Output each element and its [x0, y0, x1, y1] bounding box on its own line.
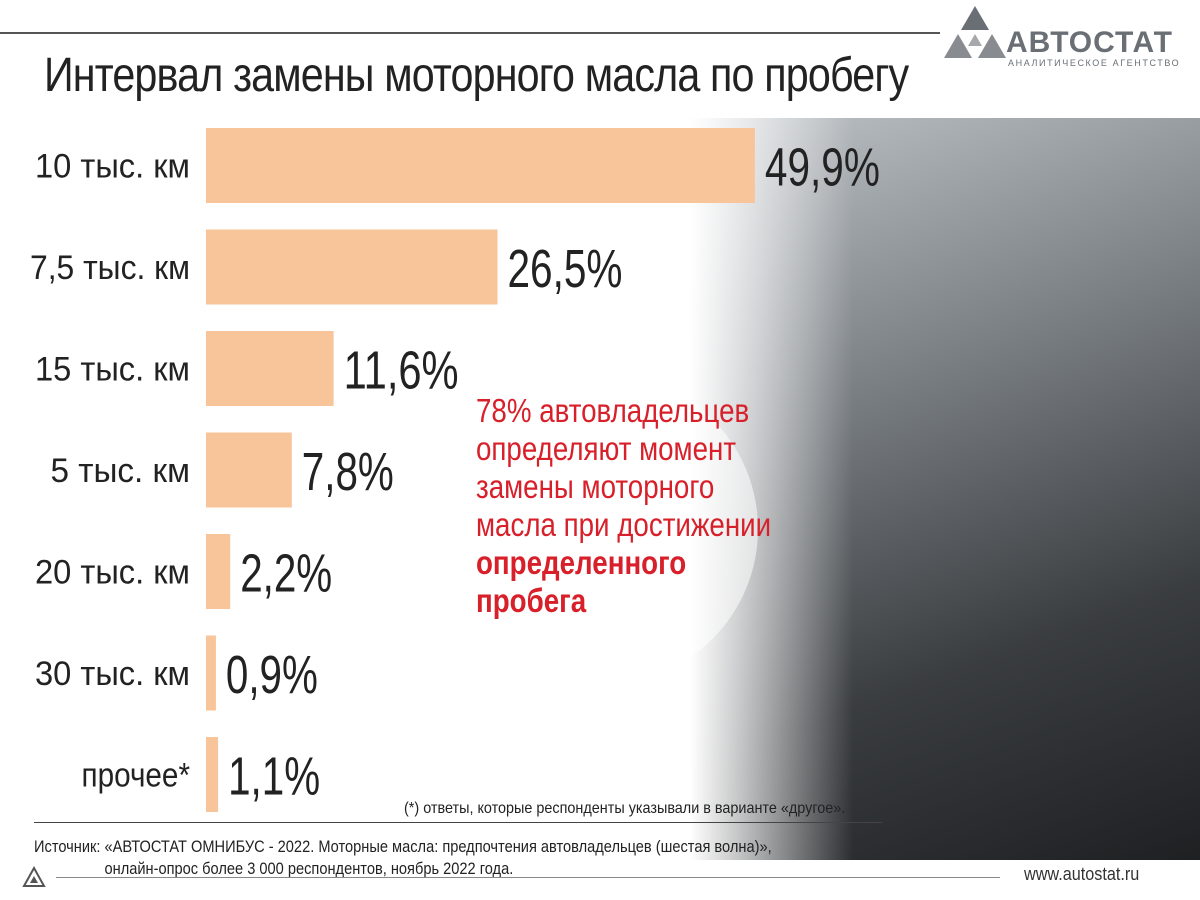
- callout-highlight: 78%: [476, 392, 532, 429]
- value-label-6: 1,1%: [228, 747, 320, 807]
- category-label-6: прочее*: [82, 757, 191, 795]
- chart-title: Интервал замены моторного масла по пробе…: [44, 49, 909, 102]
- callout-body: автовладельцев определяют момент замены …: [476, 392, 772, 543]
- logo-subtitle: АНАЛИТИЧЕСКОЕ АГЕНТСТВО: [1008, 58, 1181, 68]
- source-note: Источник: «АВТОСТАТ ОМНИБУС - 2022. Мото…: [34, 836, 772, 880]
- top-divider: [0, 32, 940, 34]
- oil-pouring-photo: [690, 118, 1200, 860]
- bar-1: [206, 229, 498, 305]
- small-triangle-logo-icon: [22, 866, 46, 887]
- category-label-0: 10 тыс. км: [35, 148, 190, 186]
- source-line-2: онлайн-опрос более 3 000 респондентов, н…: [104, 859, 514, 878]
- bar-2: [206, 331, 334, 406]
- value-label-0: 49,9%: [765, 138, 880, 198]
- footnote: (*) ответы, которые респонденты указывал…: [404, 800, 846, 817]
- bar-4: [206, 534, 231, 609]
- callout-bold: определенного пробега: [476, 544, 687, 619]
- bottom-divider: [34, 822, 882, 823]
- category-label-4: 20 тыс. км: [35, 554, 190, 592]
- callout-text: 78% автовладельцев определяют момент зам…: [476, 392, 795, 620]
- value-label-1: 26,5%: [508, 239, 623, 299]
- source-line-1: Источник: «АВТОСТАТ ОМНИБУС - 2022. Мото…: [34, 837, 772, 856]
- bar-5: [206, 635, 216, 711]
- triangle-hexagon-logo-icon: [944, 6, 1006, 58]
- bar-6: [206, 737, 219, 812]
- logo-name: АВТОСТАТ: [1006, 26, 1173, 59]
- category-label-3: 5 тыс. км: [51, 452, 191, 490]
- website-url: www.autostat.ru: [1024, 864, 1140, 884]
- category-label-5: 30 тыс. км: [35, 655, 190, 693]
- callout-background-circle: [448, 374, 758, 684]
- footer-divider: [56, 877, 1000, 878]
- bar-3: [206, 432, 292, 508]
- value-label-4: 2,2%: [240, 544, 332, 604]
- value-label-5: 0,9%: [226, 645, 318, 705]
- category-label-2: 15 тыс. км: [35, 351, 190, 389]
- value-label-3: 7,8%: [302, 442, 394, 502]
- autostat-logo: АВТОСТАТ АНАЛИТИЧЕСКОЕ АГЕНТСТВО: [944, 4, 1184, 74]
- value-label-2: 11,6%: [344, 341, 459, 401]
- category-label-1: 7,5 тыс. км: [30, 249, 190, 287]
- bar-0: [206, 128, 755, 203]
